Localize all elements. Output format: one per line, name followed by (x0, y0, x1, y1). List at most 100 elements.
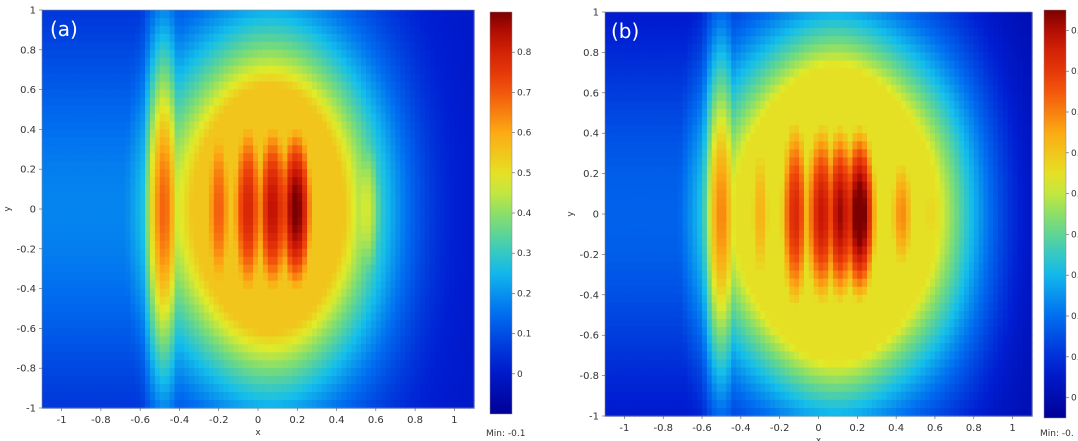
heatmap-cell (341, 304, 347, 314)
heatmap-cell (208, 105, 215, 115)
heatmap-cell (169, 89, 176, 99)
heatmap-cell (444, 312, 451, 322)
heatmap-cell (145, 248, 151, 258)
heatmap-cell (189, 376, 195, 385)
heatmap-cell (643, 133, 650, 142)
heatmap-cell (248, 81, 254, 91)
heatmap-cell (449, 89, 455, 99)
heatmap-cell (135, 25, 141, 35)
heatmap-cell (380, 105, 387, 115)
heatmap-cell (420, 248, 426, 258)
heatmap-cell (341, 193, 347, 202)
heatmap-cell (184, 384, 190, 393)
heatmap-cell (223, 264, 230, 274)
heatmap-cell (410, 17, 416, 27)
heatmap-cell (140, 336, 146, 345)
heatmap-cell (233, 272, 239, 282)
heatmap-cell (228, 232, 235, 242)
heatmap-cell (643, 157, 650, 167)
heatmap-cell (189, 49, 195, 59)
heatmap-cell (204, 121, 210, 130)
heatmap-cell (297, 57, 303, 67)
heatmap-cell (169, 121, 176, 130)
heatmap-cell (66, 17, 73, 27)
heatmap-panel-b: (b) 1 0.8 0.6 0.4 0.2 0 -0.2 -0.4 -0.6 -0.8 -1 -1 -0.… (539, 0, 1078, 441)
heatmap-cell (56, 256, 63, 266)
heatmap-cell (86, 224, 92, 234)
heatmap-cell (179, 328, 185, 337)
heatmap-cell (380, 376, 387, 385)
heatmap-cell (429, 280, 436, 290)
heatmap-cell (277, 264, 284, 274)
heatmap-cell (316, 129, 323, 138)
heatmap-cell (169, 49, 176, 59)
heatmap-cell (262, 232, 269, 242)
heatmap-cell (233, 185, 239, 194)
heatmap-cell (218, 360, 225, 369)
heatmap-cell (326, 41, 333, 51)
heatmap-cell (150, 81, 156, 91)
heatmap-cell (307, 105, 313, 115)
heatmap-cell (169, 312, 176, 322)
heatmap-cell (125, 177, 131, 186)
heatmap-cell (380, 248, 387, 258)
heatmap-cell (614, 214, 621, 223)
heatmap-cell (292, 352, 298, 361)
heatmap-cell (302, 137, 308, 146)
heatmap-cell (169, 161, 176, 170)
heatmap-cell (100, 288, 107, 298)
heatmap-cell (272, 256, 279, 266)
heatmap-cell (420, 121, 426, 130)
heatmap-cell (385, 384, 392, 393)
heatmap-cell (375, 240, 382, 250)
heatmap-cell (341, 81, 347, 91)
heatmap-cell (86, 81, 92, 91)
heatmap-cell (400, 392, 406, 401)
heatmap-cell (272, 336, 279, 345)
heatmap-cell (351, 344, 357, 353)
heatmap-cell (208, 392, 215, 401)
heatmap-cell (638, 205, 645, 215)
heatmap-cell (277, 193, 284, 202)
heatmap-cell (634, 222, 640, 231)
heatmap-cell (287, 81, 293, 91)
heatmap-cell (375, 256, 382, 266)
heatmap-cell (96, 224, 102, 234)
heatmap-cell (262, 105, 269, 115)
heatmap-cell (282, 224, 289, 234)
heatmap-cell (415, 121, 421, 130)
heatmap-cell (223, 304, 230, 314)
heatmap-cell (439, 57, 446, 67)
heatmap-cell (76, 153, 82, 162)
heatmap-cell (115, 33, 122, 43)
heatmap-cell (199, 328, 205, 337)
heatmap-cell (638, 278, 645, 288)
heatmap-cell (243, 169, 249, 178)
heatmap-cell (287, 169, 293, 178)
heatmap-cell (464, 161, 470, 170)
heatmap-cell (208, 209, 215, 218)
heatmap-cell (115, 169, 122, 178)
heatmap-cell (204, 33, 210, 43)
heatmap-cell (287, 384, 293, 393)
heatmap-cell (464, 216, 470, 226)
heatmap-cell (267, 113, 274, 123)
heatmap-cell (619, 205, 626, 215)
heatmap-cell (395, 105, 401, 115)
heatmap-cell (189, 33, 195, 43)
heatmap-cell (42, 193, 48, 202)
heatmap-cell (199, 224, 205, 234)
heatmap-cell (614, 52, 621, 62)
heatmap-cell (66, 25, 73, 35)
heatmap-cell (312, 224, 318, 234)
heatmap-cell (444, 264, 451, 274)
heatmap-cell (208, 384, 215, 393)
heatmap-cell (469, 368, 475, 377)
heatmap-cell (105, 121, 112, 130)
heatmap-cell (459, 376, 465, 385)
heatmap-cell (634, 375, 640, 385)
heatmap-cell (464, 392, 470, 401)
heatmap-cell (609, 84, 616, 94)
heatmap-cell (248, 296, 254, 306)
heatmap-cell (218, 145, 225, 154)
